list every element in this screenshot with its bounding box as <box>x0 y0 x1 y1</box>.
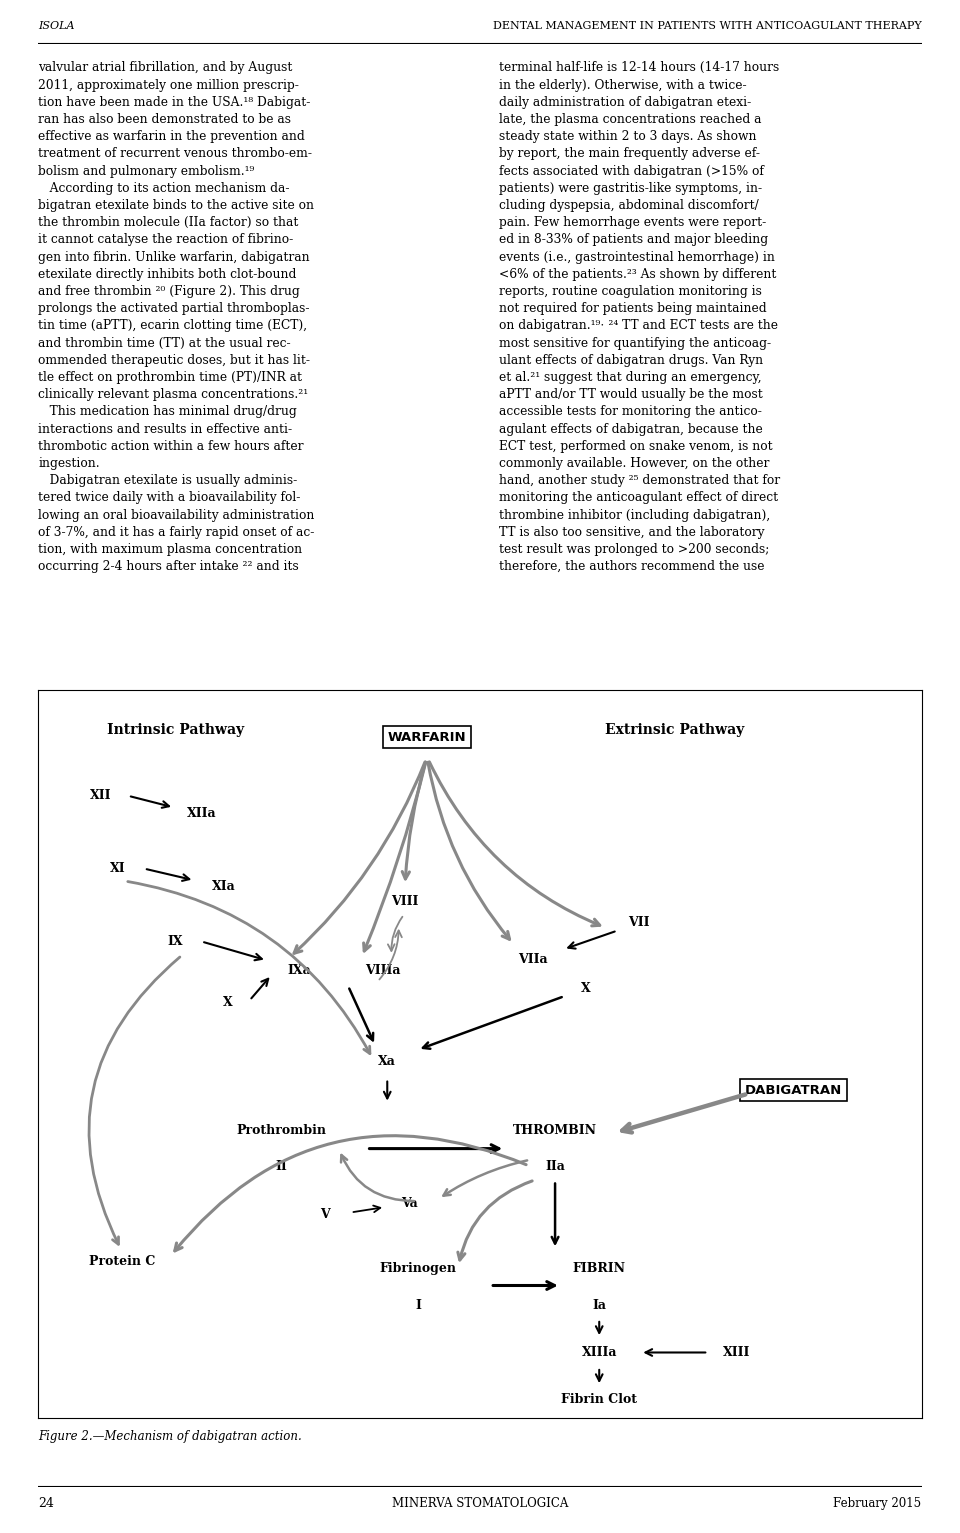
Text: XIIIa: XIIIa <box>582 1346 617 1358</box>
Text: February 2015: February 2015 <box>833 1498 922 1510</box>
Text: Ia: Ia <box>592 1298 606 1312</box>
Text: DABIGATRAN: DABIGATRAN <box>745 1084 842 1096</box>
Text: WARFARIN: WARFARIN <box>388 731 467 744</box>
Text: valvular atrial fibrillation, and by August
2011, approximately one million pres: valvular atrial fibrillation, and by Aug… <box>38 61 315 573</box>
Text: Extrinsic Pathway: Extrinsic Pathway <box>605 722 744 737</box>
Text: Prothrombin: Prothrombin <box>236 1124 326 1137</box>
Text: Xa: Xa <box>378 1055 396 1067</box>
Text: VII: VII <box>628 917 650 929</box>
Text: II: II <box>276 1160 287 1173</box>
Text: X: X <box>581 983 590 995</box>
Text: THROMBIN: THROMBIN <box>513 1124 597 1137</box>
Text: Va: Va <box>401 1197 418 1210</box>
Text: Protein C: Protein C <box>89 1256 156 1268</box>
Text: XII: XII <box>89 789 111 802</box>
Text: XIa: XIa <box>212 880 236 892</box>
Text: Figure 2.—Mechanism of dabigatran action.: Figure 2.—Mechanism of dabigatran action… <box>38 1430 302 1443</box>
Text: V: V <box>321 1208 330 1220</box>
Text: ISOLA: ISOLA <box>38 21 75 31</box>
Text: IX: IX <box>167 935 183 947</box>
Text: Fibrin Clot: Fibrin Clot <box>562 1393 637 1406</box>
Text: VIII: VIII <box>392 895 419 908</box>
Text: XIIa: XIIa <box>187 808 217 820</box>
Text: I: I <box>416 1298 421 1312</box>
Text: VIIa: VIIa <box>518 954 548 966</box>
Text: Intrinsic Pathway: Intrinsic Pathway <box>107 722 244 737</box>
Text: X: X <box>224 996 233 1009</box>
Text: IIa: IIa <box>545 1160 565 1173</box>
Text: XIII: XIII <box>723 1346 750 1358</box>
Text: Fibrinogen: Fibrinogen <box>379 1262 457 1275</box>
Text: 24: 24 <box>38 1498 55 1510</box>
Text: FIBRIN: FIBRIN <box>573 1262 626 1275</box>
Text: IXa: IXa <box>287 964 311 977</box>
Text: MINERVA STOMATOLOGICA: MINERVA STOMATOLOGICA <box>392 1498 568 1510</box>
Text: XI: XI <box>110 862 126 875</box>
Text: DENTAL MANAGEMENT IN PATIENTS WITH ANTICOAGULANT THERAPY: DENTAL MANAGEMENT IN PATIENTS WITH ANTIC… <box>492 21 922 31</box>
Text: VIIIa: VIIIa <box>365 964 400 977</box>
Text: terminal half-life is 12-14 hours (14-17 hours
in the elderly). Otherwise, with : terminal half-life is 12-14 hours (14-17… <box>499 61 780 573</box>
